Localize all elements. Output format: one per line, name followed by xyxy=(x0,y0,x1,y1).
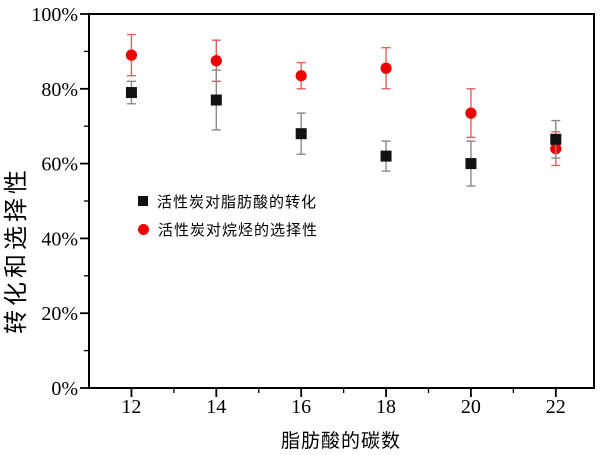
data-point-square xyxy=(295,128,307,140)
series-conversion xyxy=(125,69,562,187)
legend-label-conversion: 活性炭对脂肪酸的转化 xyxy=(157,194,318,211)
svg-text:60%: 60% xyxy=(41,154,78,176)
svg-text:18: 18 xyxy=(376,396,396,418)
svg-text:40%: 40% xyxy=(41,228,78,250)
svg-text:16: 16 xyxy=(291,396,311,418)
svg-text:100%: 100% xyxy=(31,4,78,26)
svg-text:12: 12 xyxy=(121,396,141,418)
series-selectivity xyxy=(125,33,562,167)
svg-text:20%: 20% xyxy=(41,303,78,325)
data-point-square xyxy=(380,150,392,162)
y-tick-labels: 0% 20% 40% 60% 80% 100% xyxy=(31,4,78,400)
svg-text:20: 20 xyxy=(461,396,481,418)
x-axis-label: 脂肪酸的碳数 xyxy=(280,431,401,452)
legend-item-conversion: 活性炭对脂肪酸的转化 xyxy=(138,190,318,212)
y-axis-label: 转化和选择性 xyxy=(4,166,30,334)
x-tick-labels: 12 14 16 18 20 22 xyxy=(121,396,565,418)
data-point-square xyxy=(125,87,137,99)
data-point-square xyxy=(210,94,222,106)
data-point-circle xyxy=(465,107,477,119)
legend-item-selectivity: 活性炭对烷烃的选择性 xyxy=(138,218,318,240)
svg-text:0%: 0% xyxy=(51,378,78,400)
data-point-square xyxy=(550,133,562,145)
legend-label-selectivity: 活性炭对烷烃的选择性 xyxy=(158,222,319,239)
svg-text:22: 22 xyxy=(546,396,566,418)
svg-text:80%: 80% xyxy=(41,79,78,101)
data-point-circle xyxy=(210,55,222,67)
legend-square-marker-icon xyxy=(138,196,148,206)
svg-text:14: 14 xyxy=(206,396,226,418)
x-axis-ticks xyxy=(130,388,557,397)
data-point-square xyxy=(465,158,477,170)
legend-circle-marker-icon xyxy=(138,223,149,235)
data-point-circle xyxy=(295,70,307,82)
y-axis-ticks xyxy=(80,13,89,389)
data-point-circle xyxy=(380,62,392,74)
data-point-circle xyxy=(125,49,138,61)
legend: 活性炭对脂肪酸的转化 活性炭对烷烃的选择性 xyxy=(138,190,318,246)
